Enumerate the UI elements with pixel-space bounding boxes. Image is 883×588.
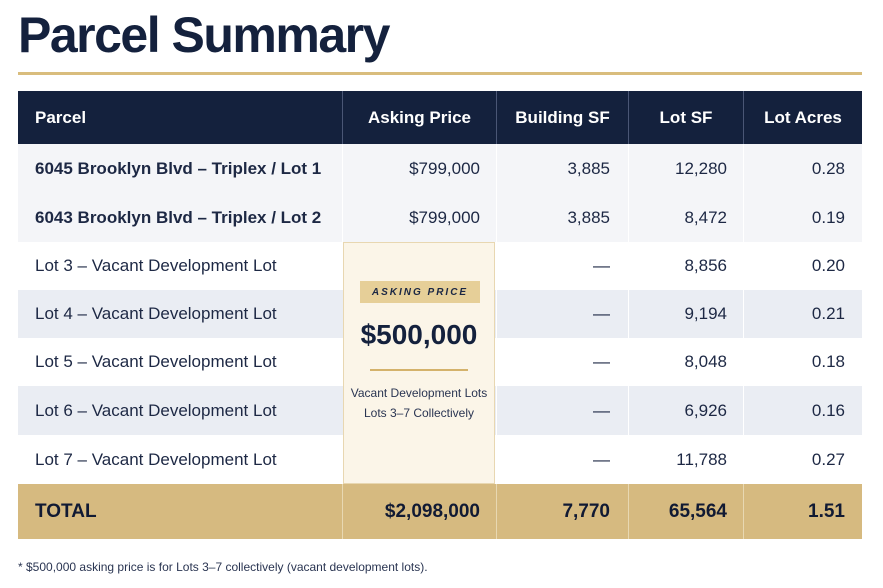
- table-row: 6045 Brooklyn Blvd – Triplex / Lot 1 $79…: [18, 144, 862, 193]
- lot-sf-cell: 8,856: [628, 242, 743, 290]
- building-sf-cell: —: [496, 338, 628, 386]
- asking-price-badge: ASKING PRICE: [360, 281, 480, 303]
- title-divider: [18, 72, 862, 75]
- lot-sf-cell: 8,472: [628, 193, 743, 242]
- price-cell: $799,000: [342, 144, 496, 193]
- total-lot-acres: 1.51: [743, 484, 862, 539]
- building-sf-cell: —: [496, 242, 628, 290]
- lot-acres-cell: 0.28: [743, 144, 862, 193]
- parcel-cell: Lot 5 – Vacant Development Lot: [35, 352, 277, 371]
- total-lot-sf: 65,564: [628, 484, 743, 539]
- asking-price-callout: ASKING PRICE $500,000 Vacant Development…: [343, 242, 495, 484]
- total-building-sf: 7,770: [496, 484, 628, 539]
- lot-acres-cell: 0.21: [743, 290, 862, 338]
- lot-acres-cell: 0.19: [743, 193, 862, 242]
- lot-acres-cell: 0.18: [743, 338, 862, 386]
- price-cell: $799,000: [342, 193, 496, 242]
- callout-divider: [370, 369, 468, 371]
- header-building-sf: Building SF: [496, 91, 628, 144]
- footnote: * $500,000 asking price is for Lots 3–7 …: [18, 560, 428, 574]
- building-sf-cell: 3,885: [496, 193, 628, 242]
- lot-acres-cell: 0.16: [743, 386, 862, 435]
- table-header: Parcel Asking Price Building SF Lot SF L…: [18, 91, 862, 144]
- building-sf-cell: —: [496, 386, 628, 435]
- parcel-cell: 6045 Brooklyn Blvd – Triplex / Lot 1: [35, 158, 322, 178]
- callout-price: $500,000: [360, 319, 478, 350]
- header-lot-sf: Lot SF: [628, 91, 743, 144]
- page-title: Parcel Summary: [18, 7, 390, 63]
- parcel-cell: Lot 6 – Vacant Development Lot: [35, 400, 277, 420]
- lot-sf-cell: 9,194: [628, 290, 743, 338]
- building-sf-cell: 3,885: [496, 144, 628, 193]
- total-row: TOTAL $2,098,000 7,770 65,564 1.51: [18, 484, 862, 539]
- total-label: TOTAL: [35, 500, 97, 522]
- callout-subdescription: Lots 3–7 Collectively: [363, 406, 475, 420]
- parcel-cell: Lot 3 – Vacant Development Lot: [35, 256, 277, 275]
- header-asking-price: Asking Price: [342, 91, 496, 144]
- parcel-cell: Lot 4 – Vacant Development Lot: [35, 304, 277, 323]
- lot-sf-cell: 6,926: [628, 386, 743, 435]
- parcel-cell: 6043 Brooklyn Blvd – Triplex / Lot 2: [35, 207, 322, 227]
- header-parcel: Parcel: [35, 107, 87, 127]
- header-lot-acres: Lot Acres: [743, 91, 862, 144]
- table-row: 6043 Brooklyn Blvd – Triplex / Lot 2 $79…: [18, 193, 862, 242]
- building-sf-cell: —: [496, 290, 628, 338]
- lot-sf-cell: 11,788: [628, 435, 743, 484]
- callout-description: Vacant Development Lots: [350, 386, 488, 400]
- lot-sf-cell: 12,280: [628, 144, 743, 193]
- building-sf-cell: —: [496, 435, 628, 484]
- lot-acres-cell: 0.20: [743, 242, 862, 290]
- lot-acres-cell: 0.27: [743, 435, 862, 484]
- parcel-cell: Lot 7 – Vacant Development Lot: [35, 449, 277, 469]
- total-price: $2,098,000: [342, 484, 496, 539]
- lot-sf-cell: 8,048: [628, 338, 743, 386]
